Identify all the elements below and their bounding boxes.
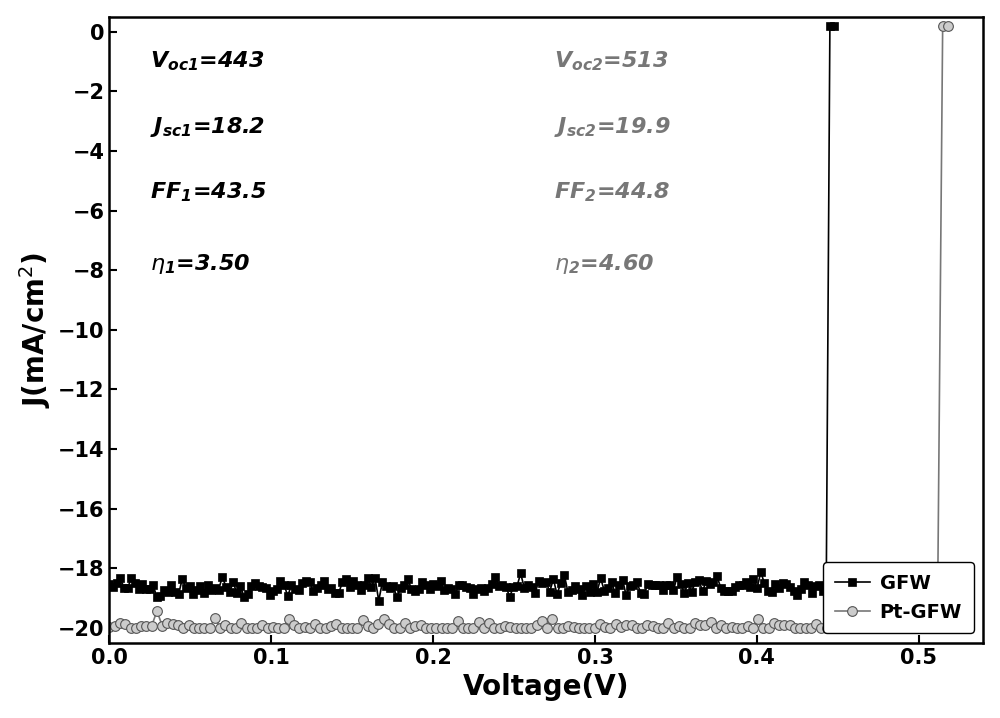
GFW bbox=[824, 22, 836, 30]
Text: V$_{\mathregular{oc2}}$=513: V$_{\mathregular{oc2}}$=513 bbox=[554, 50, 669, 73]
GFW bbox=[296, 579, 308, 587]
GFW bbox=[238, 593, 250, 602]
Pt-GFW bbox=[278, 624, 290, 633]
Text: FF$_{\mathregular{1}}$=43.5: FF$_{\mathregular{1}}$=43.5 bbox=[150, 181, 266, 204]
Text: V$_{\mathregular{oc1}}$=443: V$_{\mathregular{oc1}}$=443 bbox=[150, 50, 265, 73]
Pt-GFW bbox=[794, 624, 806, 633]
GFW bbox=[373, 597, 385, 605]
Legend: GFW, Pt-GFW: GFW, Pt-GFW bbox=[823, 562, 974, 633]
Pt-GFW bbox=[103, 623, 115, 631]
Pt-GFW bbox=[905, 620, 917, 629]
Text: FF$_{\mathregular{2}}$=44.8: FF$_{\mathregular{2}}$=44.8 bbox=[554, 181, 671, 204]
GFW bbox=[828, 22, 840, 30]
GFW bbox=[103, 579, 115, 588]
Y-axis label: J(mA/cm$^2$): J(mA/cm$^2$) bbox=[17, 252, 53, 408]
Text: J$_{\mathregular{sc2}}$=19.9: J$_{\mathregular{sc2}}$=19.9 bbox=[554, 115, 671, 139]
GFW bbox=[133, 585, 145, 594]
Text: $\eta_{\mathregular{1}}$=3.50: $\eta_{\mathregular{1}}$=3.50 bbox=[150, 252, 250, 276]
Pt-GFW bbox=[942, 22, 954, 30]
Text: J$_{\mathregular{sc1}}$=18.2: J$_{\mathregular{sc1}}$=18.2 bbox=[150, 115, 265, 139]
Pt-GFW bbox=[573, 624, 585, 633]
GFW bbox=[795, 584, 807, 593]
Pt-GFW bbox=[937, 22, 949, 30]
Pt-GFW bbox=[125, 624, 137, 633]
Pt-GFW bbox=[346, 624, 358, 633]
Line: GFW: GFW bbox=[106, 22, 837, 605]
Line: Pt-GFW: Pt-GFW bbox=[105, 21, 953, 633]
GFW bbox=[147, 581, 159, 589]
Pt-GFW bbox=[652, 624, 664, 633]
Text: $\eta_{\mathregular{2}}$=4.60: $\eta_{\mathregular{2}}$=4.60 bbox=[554, 252, 655, 276]
X-axis label: Voltage(V): Voltage(V) bbox=[463, 673, 630, 701]
GFW bbox=[769, 579, 781, 588]
